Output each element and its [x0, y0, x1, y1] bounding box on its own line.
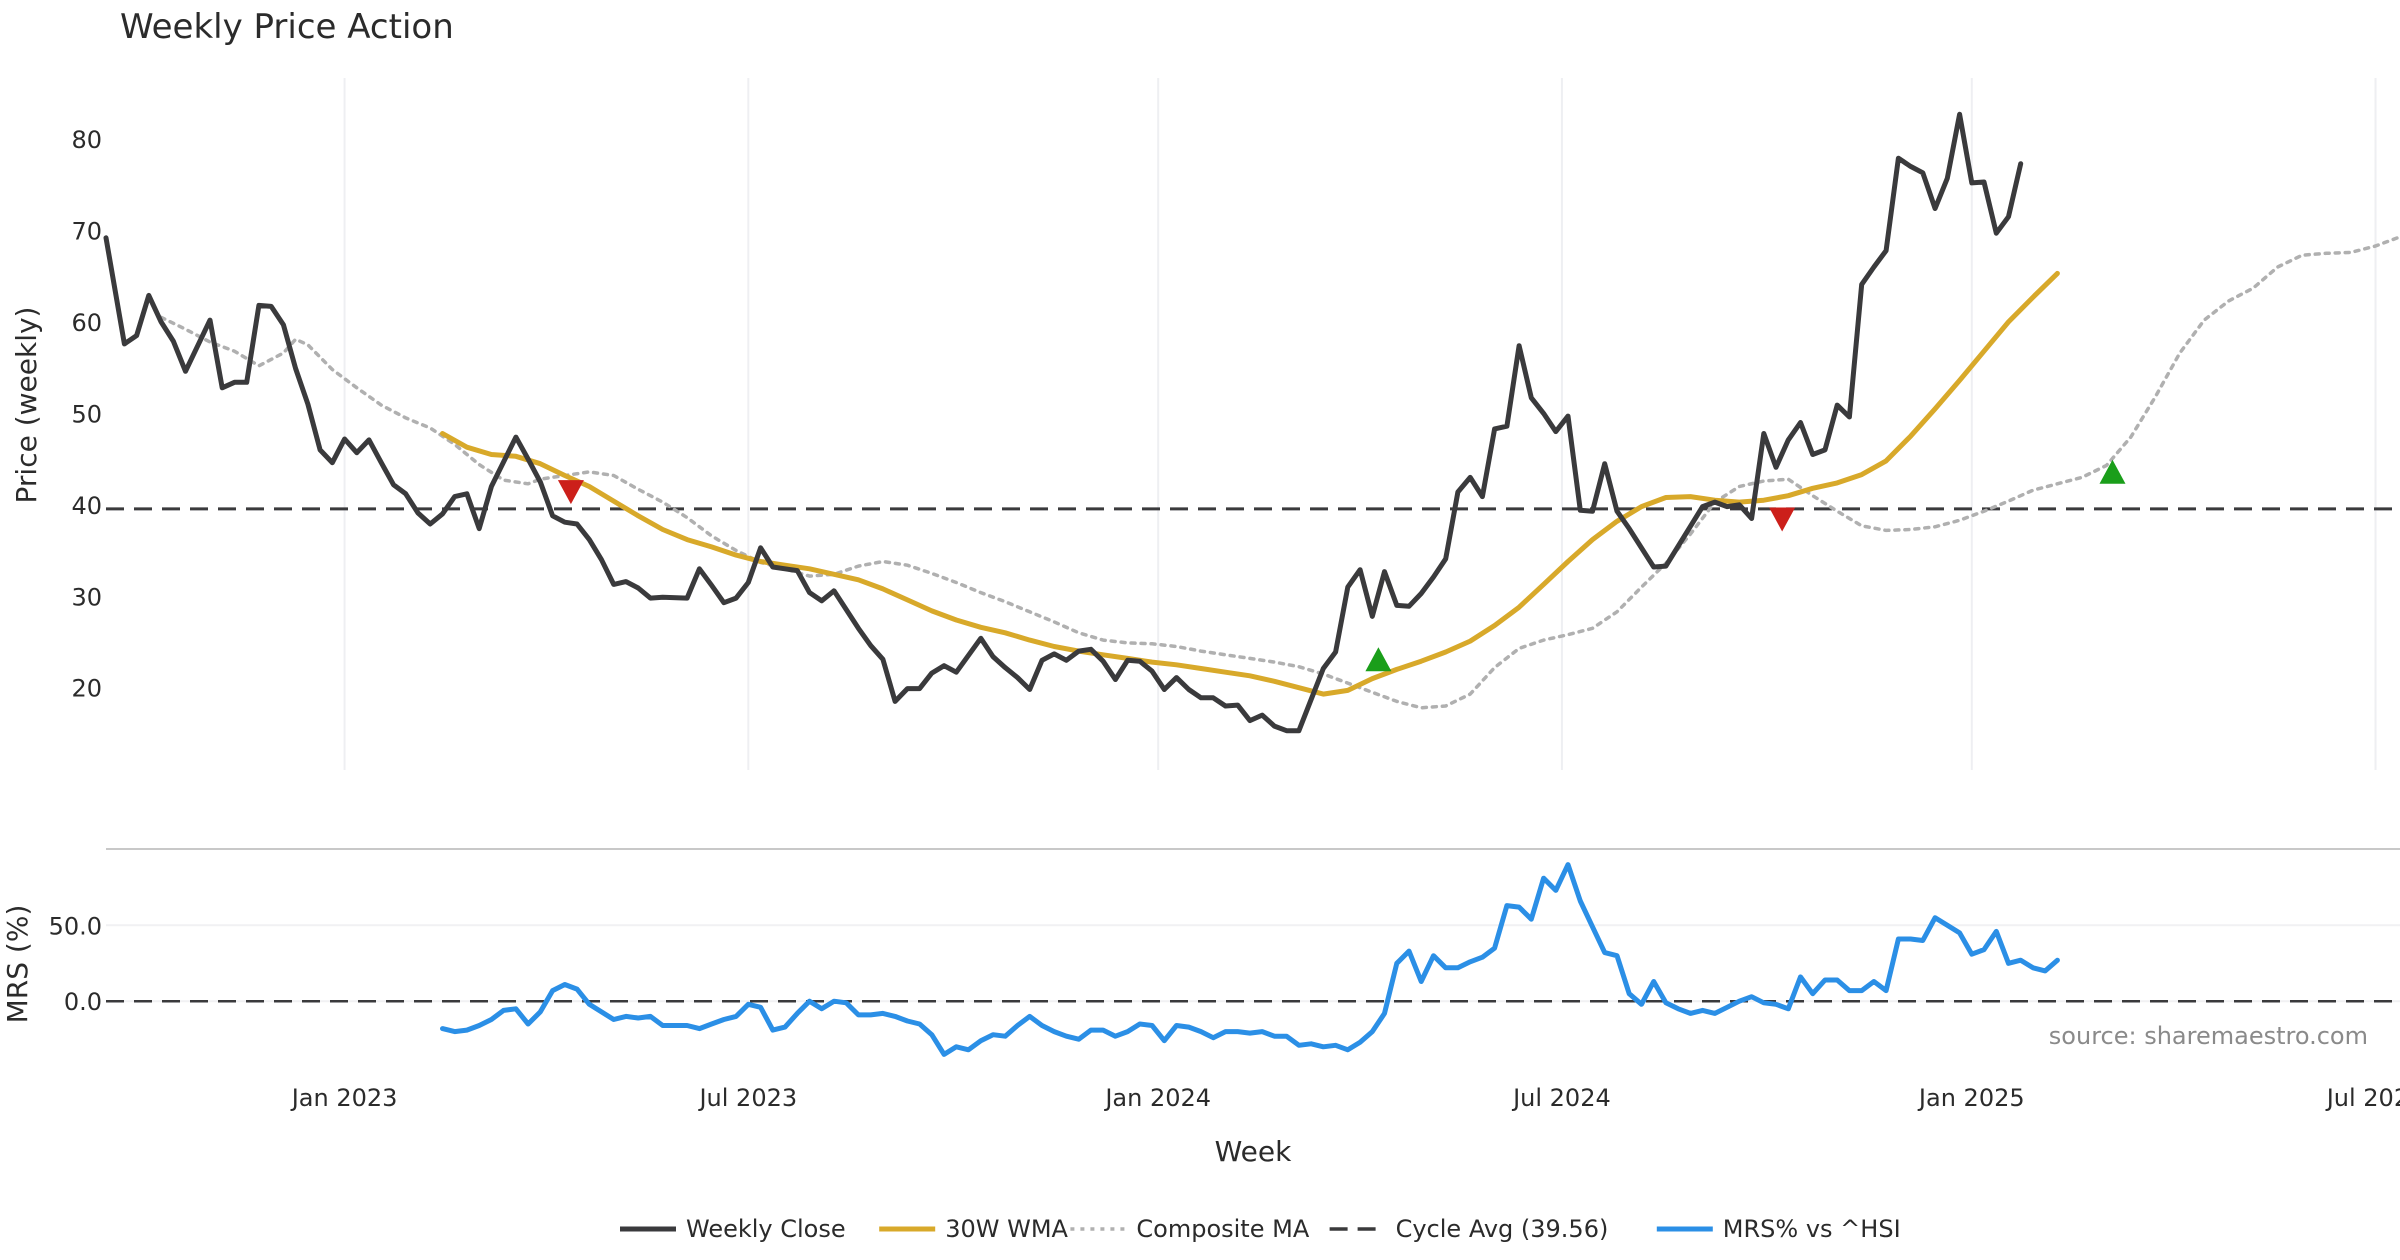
sell-signal-marker: [557, 480, 584, 505]
x-tick-label: Jul 2025: [2325, 1084, 2400, 1112]
price-y-tick-label: 50: [71, 400, 102, 428]
legend-entry: Cycle Avg (39.56): [1329, 1215, 1609, 1243]
source-label: source: sharemaestro.com: [2049, 1022, 2368, 1050]
x-tick-label: Jul 2023: [697, 1084, 797, 1112]
legend-label: MRS% vs ^HSI: [1723, 1215, 1901, 1243]
legend-entry: MRS% vs ^HSI: [1656, 1215, 1901, 1243]
buy-signal-marker: [2099, 459, 2126, 484]
legend: Weekly Close 30W WMA Composite MA Cycle Avg…: [620, 1215, 1901, 1243]
series-line-mrs: [440, 862, 2060, 1057]
chart-title: Weekly Price Action: [120, 7, 454, 47]
x-axis-title: Week: [1215, 1135, 1292, 1168]
mrs-series: [440, 862, 2060, 1057]
series-line-30w-wma: [440, 270, 2060, 697]
price-y-tick-label: 40: [71, 492, 102, 520]
x-tick-label: Jul 2024: [1511, 1084, 1611, 1112]
legend-label: Weekly Close: [686, 1215, 846, 1243]
price-grid: [343, 78, 2377, 770]
buy-signal-marker: [1365, 647, 1392, 672]
price-series: [103, 111, 2400, 734]
x-tick-label: Jan 2023: [290, 1084, 398, 1112]
price-y-tick-label: 20: [71, 675, 102, 703]
signal-markers: [557, 459, 2126, 672]
series-line-composite-ma: [159, 235, 2400, 710]
legend-label: Cycle Avg (39.56): [1396, 1215, 1609, 1243]
mrs-panel: 0.0 50.0 MRS (%) source: sharemaestro.com: [1, 862, 2400, 1057]
legend-label: 30W WMA: [945, 1215, 1068, 1243]
mrs-y-tick-label: 0.0: [64, 988, 102, 1016]
sell-signal-marker: [1769, 507, 1796, 532]
price-y-tick-label: 70: [71, 217, 102, 245]
price-panel: 20 30 40 50 60 70 80 Price (weekly): [10, 78, 2400, 770]
price-y-tick-label: 80: [71, 126, 102, 154]
legend-entry: Composite MA: [1070, 1215, 1310, 1243]
price-y-axis-title: Price (weekly): [10, 307, 43, 504]
x-tick-label: Jan 2025: [1917, 1084, 2025, 1112]
legend-entry: 30W WMA: [879, 1215, 1069, 1243]
series-line-weekly-close: [103, 111, 2024, 734]
x-axis-ticks: Jan 2023 Jul 2023 Jan 2024 Jul 2024 Jan 2025…: [290, 1084, 2400, 1112]
mrs-y-axis-title: MRS (%): [1, 905, 34, 1024]
legend-entry: Weekly Close: [620, 1215, 846, 1243]
price-y-ticks: 20 30 40 50 60 70 80: [71, 126, 102, 703]
price-y-tick-label: 60: [71, 309, 102, 337]
mrs-y-tick-label: 50.0: [49, 912, 102, 940]
x-tick-label: Jan 2024: [1103, 1084, 1211, 1112]
legend-label: Composite MA: [1136, 1215, 1309, 1243]
price-y-tick-label: 30: [71, 583, 102, 611]
